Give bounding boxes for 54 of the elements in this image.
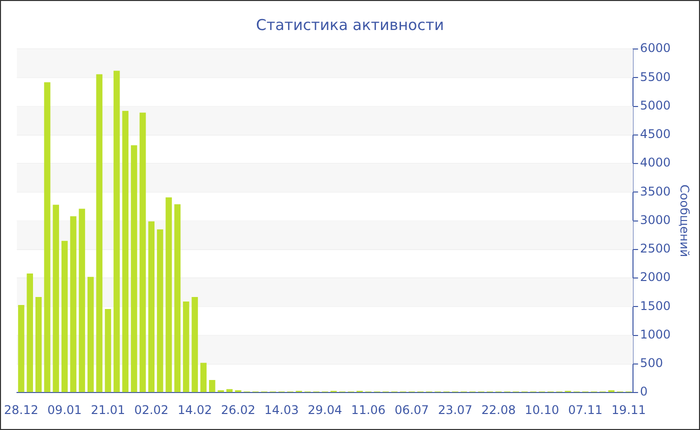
bar — [140, 112, 146, 392]
bar — [104, 308, 112, 392]
bar — [26, 273, 34, 392]
x-tick-label: 02.02 — [134, 402, 169, 417]
bar — [96, 74, 102, 392]
chart-title: Статистика активности — [256, 16, 444, 34]
y-tick-label: 1000 — [640, 327, 671, 342]
bar — [130, 145, 138, 392]
bar — [52, 204, 60, 392]
y-axis-title: Сообщений — [678, 184, 692, 258]
x-tick-label: 09.01 — [47, 402, 82, 417]
y-tick-label: 2000 — [640, 270, 671, 284]
bar — [192, 296, 198, 392]
x-tick-label: 21.01 — [90, 402, 126, 417]
bar — [61, 240, 68, 392]
y-tick-label: 1500 — [640, 298, 671, 313]
y-tick-label: 2500 — [640, 242, 671, 256]
y-tick-label: 500 — [640, 356, 663, 370]
x-tick-label: 28.12 — [4, 402, 38, 417]
x-tick-label: 22.08 — [481, 402, 516, 417]
y-tick-label: 5500 — [640, 70, 671, 84]
bar — [114, 70, 120, 392]
bar — [182, 302, 190, 392]
bar — [70, 216, 76, 392]
bar — [166, 197, 172, 392]
bar — [148, 221, 155, 392]
y-tick-label: 0 — [640, 384, 648, 399]
x-tick-label: 06.07 — [394, 402, 429, 417]
bar — [44, 82, 50, 392]
bar — [156, 229, 164, 392]
y-tick-label: 3500 — [640, 184, 671, 198]
bar — [88, 276, 94, 392]
y-tick-label: 6000 — [640, 41, 671, 56]
bar — [226, 389, 233, 392]
x-tick-label: 26.02 — [220, 402, 256, 417]
x-tick-label: 10.10 — [524, 402, 560, 417]
bar — [174, 204, 181, 392]
x-tick-label: 14.02 — [178, 402, 212, 417]
x-tick-label: 19.11 — [612, 402, 646, 417]
x-tick-label: 29.04 — [308, 402, 342, 417]
y-tick-label: 3000 — [640, 212, 671, 227]
x-tick-label: 14.03 — [264, 402, 299, 417]
y-tick-label: 4000 — [640, 156, 671, 170]
bar — [209, 380, 216, 392]
bar — [122, 110, 128, 392]
bar — [200, 362, 207, 392]
y-tick-label: 4500 — [640, 127, 671, 142]
x-tick-label: 11.06 — [351, 402, 386, 417]
bar — [18, 304, 24, 392]
y-tick-label: 5000 — [640, 98, 671, 112]
bar — [78, 208, 86, 392]
x-tick-label: 07.11 — [568, 402, 603, 417]
bar — [35, 296, 42, 392]
x-tick-label: 23.07 — [438, 402, 472, 417]
